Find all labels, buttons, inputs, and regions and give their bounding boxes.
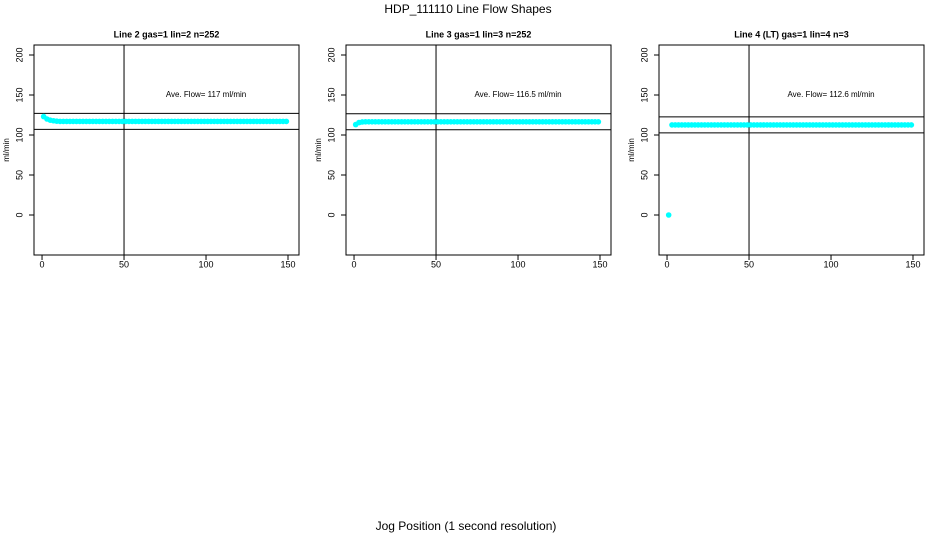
data-point <box>595 119 602 125</box>
panel-title: Line 3 gas=1 lin=3 n=252 <box>426 29 532 39</box>
x-tick-label: 150 <box>592 259 607 269</box>
x-tick-label: 150 <box>905 259 920 269</box>
x-tick-label: 50 <box>431 259 441 269</box>
x-tick-label: 50 <box>119 259 129 269</box>
x-tick-label: 0 <box>40 259 45 269</box>
y-tick-label: 150 <box>326 87 336 102</box>
x-tick-label: 100 <box>511 259 526 269</box>
x-tick-label: 0 <box>665 259 670 269</box>
y-tick-label: 50 <box>14 170 24 180</box>
annotation: Ave. Flow= 112.6 ml/min <box>787 90 874 99</box>
annotation: Ave. Flow= 116.5 ml/min <box>474 90 561 99</box>
y-axis-label: ml/min <box>627 138 636 162</box>
y-tick-label: 0 <box>14 212 24 217</box>
y-tick-label: 100 <box>326 127 336 142</box>
x-tick-label: 100 <box>199 259 214 269</box>
x-tick-label: 100 <box>824 259 839 269</box>
y-axis-label: ml/min <box>314 138 323 162</box>
y-axis-label: ml/min <box>2 138 11 162</box>
y-tick-label: 0 <box>639 212 649 217</box>
y-tick-label: 200 <box>326 47 336 62</box>
y-tick-label: 150 <box>639 87 649 102</box>
panel-title: Line 4 (LT) gas=1 lin=4 n=3 <box>734 29 849 39</box>
data-point <box>283 118 290 125</box>
x-axis-label: Jog Position (1 second resolution) <box>376 519 557 533</box>
y-tick-label: 100 <box>14 127 24 142</box>
x-tick-label: 50 <box>744 259 754 269</box>
y-tick-label: 50 <box>326 170 336 180</box>
y-tick-label: 150 <box>14 87 24 102</box>
y-tick-label: 200 <box>639 47 649 62</box>
panel-title: Line 2 gas=1 lin=2 n=252 <box>114 29 220 39</box>
data-point <box>665 212 672 218</box>
x-tick-label: 0 <box>352 259 357 269</box>
data-point <box>908 122 915 128</box>
plot-frame <box>33 44 300 256</box>
annotation: Ave. Flow= 117 ml/min <box>166 90 246 99</box>
y-tick-label: 50 <box>639 170 649 180</box>
plot-frame <box>345 44 612 256</box>
figure-title: HDP_111110 Line Flow Shapes <box>384 2 551 16</box>
y-tick-label: 100 <box>639 127 649 142</box>
y-tick-label: 200 <box>14 47 24 62</box>
x-tick-label: 150 <box>280 259 295 269</box>
y-tick-label: 0 <box>326 212 336 217</box>
plot-frame <box>658 44 925 256</box>
